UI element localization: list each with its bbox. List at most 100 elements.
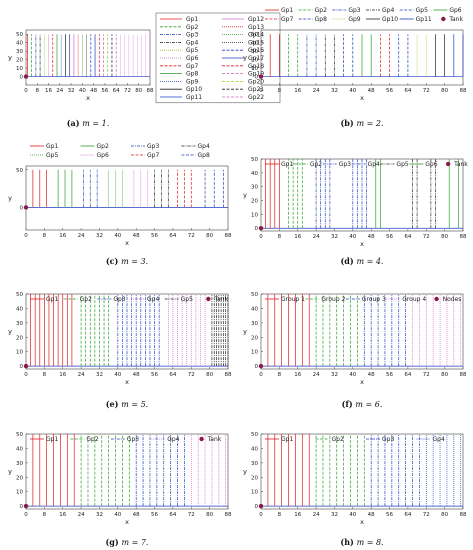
x-tick-label: 80 <box>441 88 448 94</box>
x-tick-label: 88 <box>460 372 467 378</box>
x-axis-label: x <box>125 518 129 526</box>
x-tick-label: 32 <box>331 234 338 240</box>
tank-marker <box>258 74 264 79</box>
legend-label: Gp5 <box>181 296 193 303</box>
x-tick-label: 64 <box>169 372 176 378</box>
x-tick-label: 56 <box>101 88 108 94</box>
x-tick-label: 32 <box>68 88 75 94</box>
y-tick-label: 40 <box>251 41 258 47</box>
legend-label: Gp7 <box>281 16 293 23</box>
plot-frame <box>260 433 464 510</box>
legend-label: Gp21 <box>248 86 264 93</box>
x-tick-label: 24 <box>78 233 85 239</box>
legend-label: Group 3 <box>362 296 386 303</box>
x-tick-label: 72 <box>188 372 195 378</box>
legend-label: Gp7 <box>186 63 198 70</box>
y-tick-label: 0 <box>255 364 259 370</box>
legend-label: Gp11 <box>186 94 202 101</box>
legend-label: Gp14 <box>248 32 264 39</box>
x-tick-label: 80 <box>206 512 213 518</box>
y-tick-label: 0 <box>20 504 24 510</box>
x-tick-label: 32 <box>96 512 103 518</box>
legend: Gp1 Gp2 Gp3 Gp4 Gp5 Tank <box>30 296 228 303</box>
y-tick-label: 40 <box>251 446 258 452</box>
legend-label: Gp16 <box>248 47 264 54</box>
legend-label: Gp2 <box>310 161 322 168</box>
y-tick-label: 20 <box>16 335 23 341</box>
panel-caption: (c) m = 3. <box>106 256 148 266</box>
caption-letter: (d) <box>341 256 357 266</box>
legend-label: Gp2 <box>332 436 344 443</box>
y-axis-label: y <box>243 54 247 62</box>
caption-text: m = 5. <box>121 400 148 409</box>
y-tick-label: 0 <box>20 364 24 370</box>
x-tick-label: 8 <box>36 88 40 94</box>
x-tick-label: 8 <box>278 372 282 378</box>
x-tick-label: 40 <box>349 372 356 378</box>
legend-label: Gp6 <box>97 152 109 159</box>
caption-text: m = 6. <box>355 400 382 409</box>
y-tick-label: 0 <box>255 75 259 81</box>
y-tick-label: 0 <box>255 504 259 510</box>
legend: Gp1 Gp2 Gp3 Gp4 Gp5 Gp6 Gp7 Gp8 Gp9 Gp10 Gp11 Tank <box>265 7 463 23</box>
x-tick-label: 64 <box>404 512 411 518</box>
x-tick-label: 40 <box>114 372 121 378</box>
caption-text: m = 2. <box>356 119 383 128</box>
y-tick-label: 10 <box>16 66 23 72</box>
legend-label: Gp2 <box>186 24 198 31</box>
plot-frame <box>260 158 464 232</box>
y-axis-label: y <box>8 54 12 62</box>
x-tick-label: 32 <box>331 88 338 94</box>
x-tick-label: 24 <box>78 372 85 378</box>
x-tick-label: 56 <box>386 234 393 240</box>
legend-label: Gp3 <box>382 436 394 443</box>
legend-label: Gp20 <box>248 78 264 85</box>
x-tick-label: 0 <box>24 88 28 94</box>
x-tick-label: 32 <box>96 233 103 239</box>
x-tick-label: 16 <box>59 233 66 239</box>
legend-label: Gp4 <box>433 436 445 443</box>
y-tick-label: 50 <box>251 32 258 38</box>
legend: Gp1 Gp2 Gp3 Gp4 <box>265 436 445 443</box>
legend-label: Gp1 <box>281 7 293 14</box>
y-tick-label: 20 <box>16 475 23 481</box>
caption-text: m = 7. <box>121 538 148 547</box>
x-tick-label: 24 <box>313 234 320 240</box>
x-tick-label: 16 <box>45 88 52 94</box>
x-tick-label: 56 <box>386 372 393 378</box>
x-tick-label: 8 <box>278 512 282 518</box>
legend-marker <box>434 296 439 302</box>
tank-marker <box>258 226 264 231</box>
legend-label: Gp3 <box>113 296 125 303</box>
caption-letter: (a) <box>67 118 83 128</box>
caption-text: m = 8. <box>357 538 384 547</box>
panel-caption: (a) m = 1. <box>67 118 110 128</box>
legend-marker <box>441 16 446 22</box>
y-tick-label: 50 <box>16 292 23 298</box>
plot-frame <box>260 293 464 370</box>
y-tick-label: 50 <box>251 157 258 163</box>
y-tick-label: 50 <box>251 432 258 438</box>
y-tick-label: 20 <box>251 58 258 64</box>
caption-letter: (e) <box>106 399 121 409</box>
y-tick-label: 30 <box>251 461 258 467</box>
caption-letter: (f) <box>342 399 356 409</box>
tank-marker <box>258 503 264 509</box>
y-tick-label: 10 <box>16 490 23 496</box>
y-tick-label: 30 <box>251 321 258 327</box>
chart-panel-a: 0 8 16 24 32 40 48 56 64 72 80 8801020304050xyGp1Gp… <box>8 12 281 128</box>
legend-label: Gp13 <box>248 24 264 31</box>
x-tick-label: 88 <box>225 372 232 378</box>
x-tick-label: 80 <box>135 88 142 94</box>
x-tick-label: 64 <box>113 88 120 94</box>
y-tick-label: 30 <box>251 185 258 191</box>
y-tick-label: 40 <box>16 41 23 47</box>
x-tick-label: 40 <box>349 88 356 94</box>
x-tick-label: 56 <box>151 512 158 518</box>
legend-label: Gp4 <box>382 7 394 14</box>
caption-letter: (c) <box>106 256 121 266</box>
x-axis-label: x <box>360 94 364 102</box>
